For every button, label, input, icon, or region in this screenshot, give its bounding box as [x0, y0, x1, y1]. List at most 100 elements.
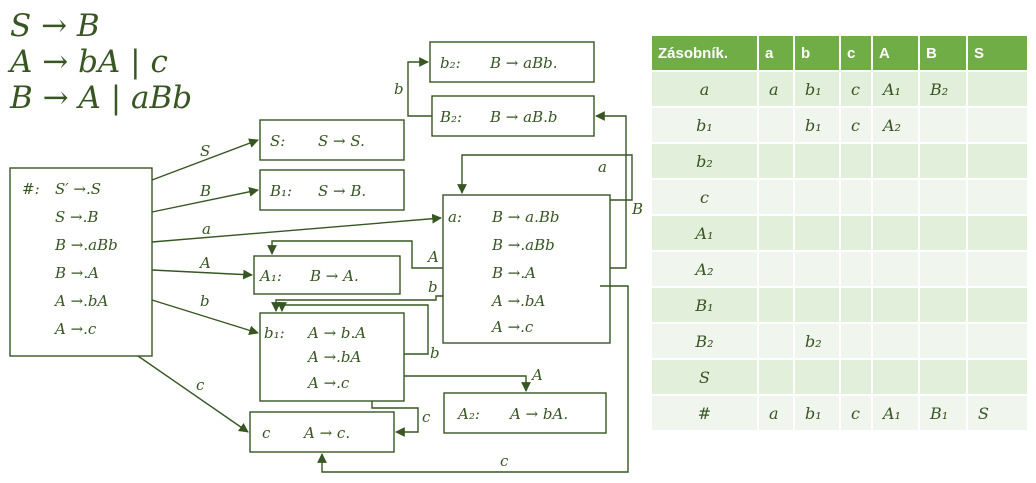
- state-hash-item: S′ →.S: [55, 180, 101, 198]
- edge-label: A: [426, 248, 439, 266]
- stack-symbol-cell: #: [652, 395, 759, 432]
- table-header: A: [872, 36, 920, 72]
- state-B1-item: S → B.: [318, 182, 366, 200]
- table-cell: [967, 251, 1029, 288]
- table-cell: [758, 107, 795, 144]
- edge-a-c: [317, 285, 629, 473]
- state-c-box: [249, 411, 395, 453]
- table-cell: [840, 359, 873, 396]
- state-hash-item: B →.A: [54, 264, 99, 282]
- grammar-rule: A → bA | c: [10, 44, 168, 80]
- edge-label: b: [394, 80, 404, 98]
- table-cell: c: [840, 107, 873, 144]
- table-row: A₁: [652, 215, 1029, 252]
- table-cell: b₂: [794, 323, 841, 360]
- table-cell: B₂: [919, 71, 968, 108]
- edge-label: A: [530, 366, 543, 384]
- state-A1-box: [253, 255, 401, 295]
- table-cell: [967, 107, 1029, 144]
- table-cell: [840, 179, 873, 216]
- stack-table: Zásobník. a b c A B S a a b₁ c A₁ B₂ b₁ b₁ c A₂ b₂…: [652, 36, 1029, 432]
- table-cell: [919, 143, 968, 180]
- table-row: b₁ b₁ c A₂: [652, 107, 1029, 144]
- edge-b1-c: [371, 401, 419, 437]
- table-cell: A₁: [872, 71, 920, 108]
- edge-hash-B1: [151, 186, 259, 213]
- table-cell: [758, 251, 795, 288]
- table-cell: [967, 287, 1029, 324]
- table-cell: [840, 251, 873, 288]
- table-header: S: [967, 36, 1029, 72]
- grammar-rule: B → A | aBb: [10, 80, 193, 116]
- table-cell: [967, 71, 1029, 108]
- edge-label: A: [198, 254, 211, 272]
- state-A2-item: A → bA.: [508, 405, 568, 423]
- state-A1-name: A₁:: [258, 267, 282, 285]
- edge-a-b1: [271, 295, 443, 312]
- edge-b1-loop: [277, 302, 429, 355]
- edge-label: b: [200, 292, 210, 310]
- state-a-item: B →.A: [491, 264, 536, 282]
- table-cell: [794, 251, 841, 288]
- table-cell: [872, 287, 920, 324]
- state-hash-name: #:: [22, 180, 40, 198]
- table-cell: [758, 143, 795, 180]
- state-b1-item: A →.c: [306, 374, 350, 392]
- edge-a-A1: [267, 240, 443, 269]
- table-cell: [872, 179, 920, 216]
- state-S-box: [259, 119, 405, 161]
- state-B1-name: B₁:: [269, 182, 292, 200]
- state-a-item: A →.c: [490, 318, 534, 336]
- state-b1-box: [259, 312, 405, 402]
- state-a-item: A →.bA: [490, 292, 546, 310]
- state-hash-item: B →.aBb: [54, 236, 118, 254]
- table-cell: [919, 359, 968, 396]
- table-row: B₂ b₂: [652, 323, 1029, 360]
- table-cell: [758, 323, 795, 360]
- state-b1-name: b₁:: [264, 324, 285, 342]
- table-cell: [794, 143, 841, 180]
- stack-symbol-cell: B₁: [652, 287, 759, 324]
- table-cell: [872, 251, 920, 288]
- edge-hash-c: [137, 355, 249, 433]
- table-cell: [758, 287, 795, 324]
- table-cell: [919, 215, 968, 252]
- edge-label: B: [631, 200, 643, 218]
- stack-symbol-cell: A₁: [652, 215, 759, 252]
- table-header-row: Zásobník. a b c A B S: [652, 36, 1029, 72]
- state-b2-box: [429, 41, 595, 83]
- table-cell: c: [840, 71, 873, 108]
- table-cell: [794, 287, 841, 324]
- table-cell: [967, 359, 1029, 396]
- table-cell: [919, 323, 968, 360]
- state-b1-item: A →.bA: [306, 348, 362, 366]
- edge-hash-A1: [151, 269, 253, 280]
- table-cell: c: [840, 395, 873, 432]
- stack-symbol-cell: a: [652, 71, 759, 108]
- edge-B2-b2: [407, 57, 432, 117]
- grammar-rules: S → B A → bA | c B → A | aBb: [10, 8, 192, 116]
- table-row: B₁: [652, 287, 1029, 324]
- state-hash-item: A →.bA: [53, 292, 109, 310]
- table-cell: [840, 215, 873, 252]
- edge-a-loop: [457, 154, 633, 201]
- table-cell: [840, 143, 873, 180]
- table-cell: [919, 287, 968, 324]
- table-cell: [919, 251, 968, 288]
- state-B2-item: B → aB.b: [489, 108, 557, 126]
- state-b1-item: A → b.A: [306, 324, 366, 342]
- state-a-item: B → a.Bb: [491, 208, 559, 226]
- grammar-rule: S → B: [10, 8, 100, 44]
- table-cell: [872, 359, 920, 396]
- edge-label: B: [199, 182, 211, 200]
- state-hash-item: S →.B: [55, 208, 98, 226]
- state-A2-name: A₂:: [456, 405, 480, 423]
- table-cell: [758, 359, 795, 396]
- table-cell: [872, 215, 920, 252]
- edge-label: c: [500, 452, 509, 470]
- table-cell: [794, 359, 841, 396]
- table-cell: [840, 323, 873, 360]
- edge-label: b: [430, 344, 440, 362]
- table-cell: [794, 215, 841, 252]
- table-cell: [872, 143, 920, 180]
